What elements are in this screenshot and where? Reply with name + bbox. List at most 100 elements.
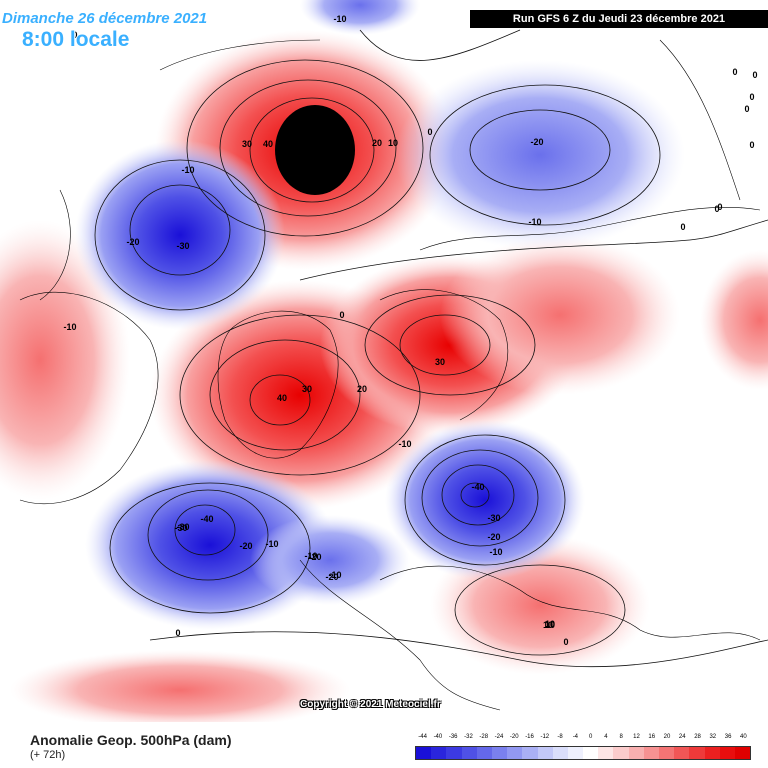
- coastline: [159, 39, 321, 71]
- forecast-date: Dimanche 26 décembre 2021: [2, 10, 208, 27]
- contour-label: -20: [325, 572, 338, 582]
- contour-label: -10: [398, 439, 411, 449]
- legend-swatch: [431, 747, 447, 759]
- contour-label: 0: [563, 637, 568, 647]
- legend-tick: -16: [525, 734, 534, 740]
- isoline: [359, 29, 521, 61]
- contour-label: 0: [744, 104, 749, 114]
- legend-tick: -28: [479, 734, 489, 740]
- legend-bar: [415, 746, 751, 760]
- coastline: [659, 39, 741, 201]
- contour-label: -30: [176, 522, 189, 532]
- canada-low-field: [75, 140, 285, 330]
- legend-swatch: [598, 747, 614, 759]
- legend-tick: 20: [663, 734, 671, 740]
- contour-label: 0: [732, 67, 737, 77]
- isoline: [186, 59, 424, 237]
- isoline: [454, 564, 626, 656]
- forecast-lead: (+ 72h): [30, 749, 66, 761]
- isoline: [174, 504, 236, 556]
- legend-tick: 36: [724, 734, 732, 740]
- legend-swatch: [507, 747, 523, 759]
- contour-label: 0: [749, 92, 754, 102]
- contour-label: 20: [372, 138, 382, 148]
- contour-label: -10: [63, 322, 76, 332]
- legend-swatch: [446, 747, 462, 759]
- contour-label: -20: [487, 532, 500, 542]
- contour-label: 30: [242, 139, 252, 149]
- isoline: [299, 219, 768, 281]
- legend-swatch: [522, 747, 538, 759]
- coastline: [379, 289, 509, 421]
- isoline: [460, 482, 490, 508]
- isoline: [249, 374, 311, 426]
- contour-label: -10: [304, 551, 317, 561]
- legend-swatch: [416, 747, 432, 759]
- contour-label: -30: [176, 241, 189, 251]
- legend-tick: 16: [648, 734, 656, 740]
- anomaly-fields: [0, 0, 768, 730]
- legend-tick: -32: [464, 734, 473, 740]
- legend-swatch: [674, 747, 690, 759]
- coastline: [19, 291, 159, 505]
- asia-ridge-field: [440, 235, 680, 395]
- legend-swatch: [552, 747, 568, 759]
- pacific-core: [275, 105, 355, 195]
- contour-label: -20: [530, 137, 543, 147]
- south-ridge-field: [10, 650, 350, 730]
- siberia-low-field: [395, 60, 685, 250]
- contour-label: 0: [749, 140, 754, 150]
- isoline: [209, 339, 361, 451]
- contour-label: -30: [174, 523, 187, 533]
- isoline: [219, 79, 397, 217]
- isoline: [147, 489, 269, 581]
- isoline: [129, 184, 231, 276]
- europe-low-field: [385, 420, 585, 580]
- legend-tick: -20: [509, 734, 519, 740]
- legend-swatch: [461, 747, 477, 759]
- legend-ticks: -44 -40 -36 -32 -28 -24 -20 -16 -12 -8 -4 0 4 8 12 16 20…: [415, 734, 751, 744]
- legend-swatch: [476, 747, 492, 759]
- contour-label: -40: [471, 482, 484, 492]
- copyright: Copyright © 2021 Meteociel.fr: [300, 699, 441, 710]
- contour-label: 0: [427, 127, 432, 137]
- coastlines: [19, 39, 761, 711]
- coastline: [299, 559, 501, 711]
- legend-tick: 32: [709, 734, 717, 740]
- contour-label: -30: [487, 513, 500, 523]
- contour-label: 0: [680, 222, 685, 232]
- legend-tick: 40: [740, 734, 747, 740]
- atlantic-low-field: [250, 515, 410, 605]
- isoline: [364, 294, 536, 396]
- legend-tick: -24: [494, 734, 504, 740]
- legend-swatch: [628, 747, 644, 759]
- legend-swatch: [719, 747, 735, 759]
- legend-tick: 24: [678, 734, 686, 740]
- legend-swatch: [537, 747, 553, 759]
- contour-label: -20: [308, 552, 321, 562]
- forecast-time: 8:00 locale: [22, 28, 130, 51]
- contour-label: 0: [752, 70, 757, 80]
- contour-label: 10: [545, 620, 555, 630]
- run-banner: Run GFS 6 Z du Jeudi 23 décembre 2021: [470, 10, 768, 28]
- coastline: [379, 565, 761, 641]
- legend-swatch: [704, 747, 720, 759]
- isoline: [94, 159, 266, 311]
- legend-swatch: [659, 747, 675, 759]
- contour-label: 0: [72, 30, 77, 40]
- contour-label: -20: [239, 541, 252, 551]
- map-footer: Anomalie Geop. 500hPa (dam) (+ 72h) -44-…: [0, 722, 768, 768]
- contour-label: -10: [328, 570, 341, 580]
- isoline: [441, 464, 515, 526]
- legend-swatch: [583, 747, 599, 759]
- legend-tick: -8: [557, 734, 563, 740]
- legend-tick: 0: [588, 734, 593, 740]
- contour-label: -10: [489, 547, 502, 557]
- isoline: [179, 314, 421, 476]
- map-title: Anomalie Geop. 500hPa (dam): [30, 732, 232, 748]
- contour-label: -20: [126, 237, 139, 247]
- legend-swatch: [689, 747, 705, 759]
